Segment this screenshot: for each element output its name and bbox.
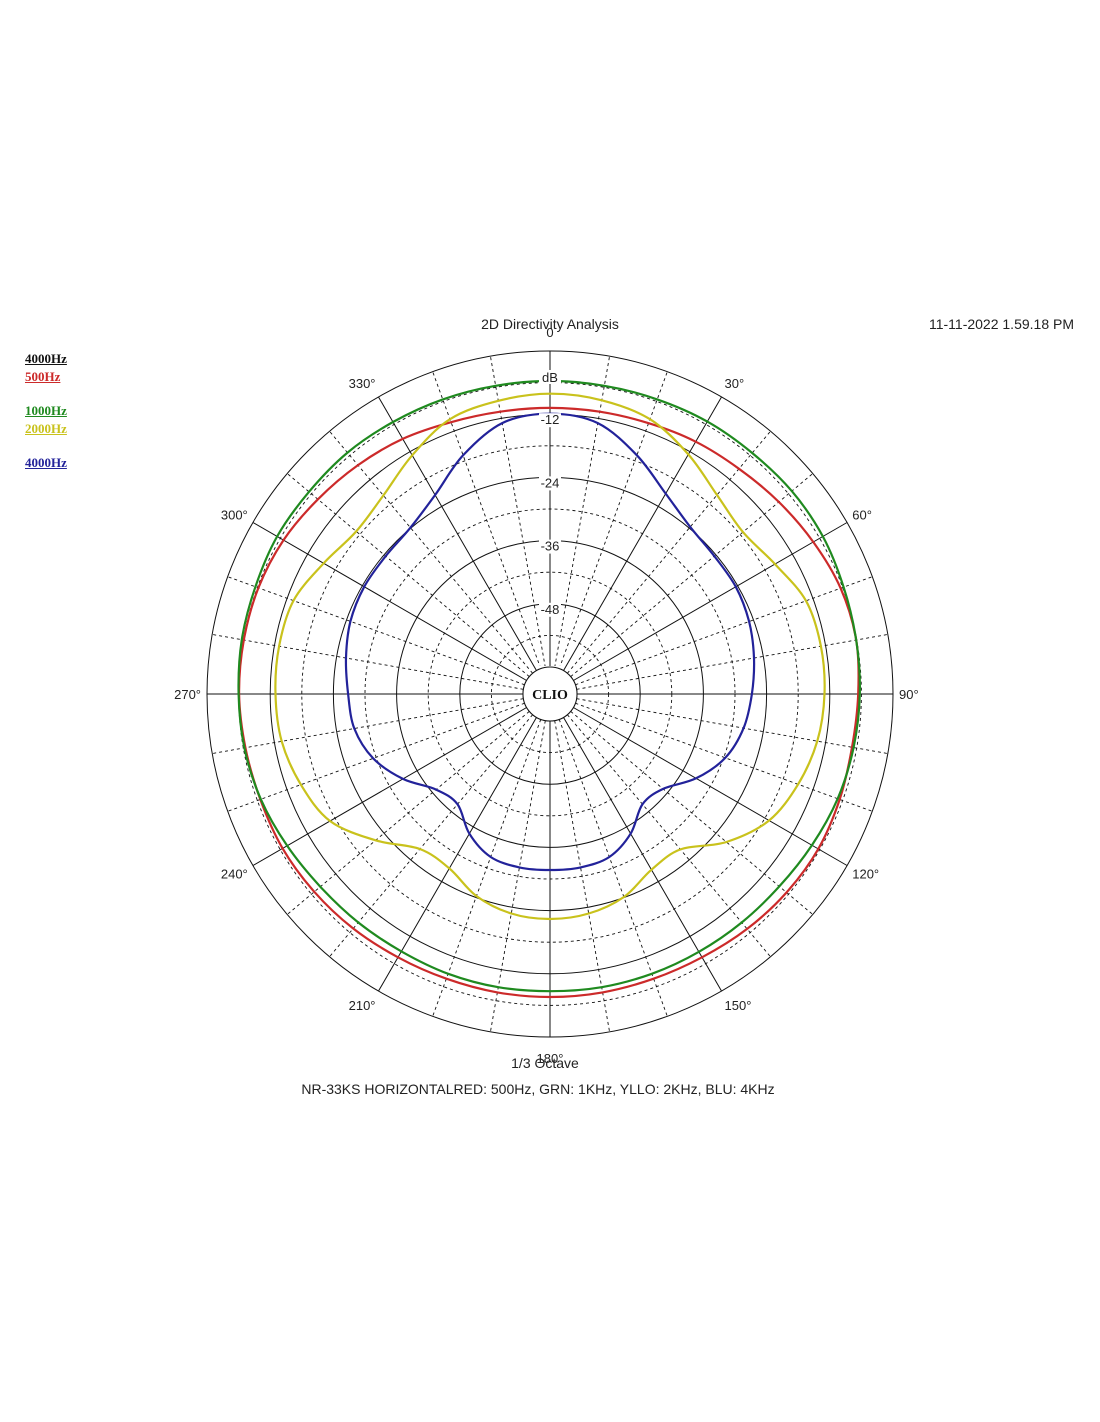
clio-logo-text: CLIO xyxy=(532,688,568,703)
angle-label: 90° xyxy=(899,687,919,702)
unit-label-bg xyxy=(539,370,561,384)
grid-spoke-minor xyxy=(432,371,542,669)
grid-spoke-major xyxy=(252,522,527,681)
chart-caption: NR-33KS HORIZONTALRED: 500Hz, GRN: 1KHz,… xyxy=(301,1081,774,1097)
clio-logo: CLIO xyxy=(522,666,578,722)
unit-label: dB xyxy=(542,370,558,385)
chart-title: 2D Directivity Analysis xyxy=(481,316,619,332)
grid-spoke-major xyxy=(563,396,722,671)
grid-spoke-major xyxy=(378,717,537,992)
grid-spoke-minor xyxy=(554,720,611,1032)
grid-spoke-minor xyxy=(554,356,611,668)
grid-spoke-minor xyxy=(576,698,888,755)
grid-spoke-minor xyxy=(212,633,524,690)
chart-subtitle: 1/3 Octave xyxy=(511,1055,579,1071)
radial-tick-label: -12 xyxy=(541,412,560,427)
grid-spoke-minor xyxy=(558,371,668,669)
grid-spoke-minor xyxy=(227,576,525,686)
angle-label: 300° xyxy=(221,508,248,523)
grid-spoke-minor xyxy=(329,430,533,674)
radial-tick-label: -36 xyxy=(541,539,560,554)
angle-label: 60° xyxy=(852,508,872,523)
grid-spoke-minor xyxy=(570,473,814,677)
radial-tick-label: -48 xyxy=(541,602,560,617)
angle-label: 180° xyxy=(537,1051,564,1066)
grid-spoke-minor xyxy=(286,473,530,677)
grid-spoke-major xyxy=(573,522,848,681)
series-layer xyxy=(237,379,861,999)
series-line-2000hz xyxy=(274,392,826,921)
grid-spoke-minor xyxy=(575,702,873,812)
grid-spoke-minor xyxy=(286,711,530,915)
legend-item-1000hz: 1000Hz xyxy=(25,403,67,418)
angle-label: 30° xyxy=(725,376,745,391)
angle-label: 150° xyxy=(725,998,752,1013)
grid-spoke-major xyxy=(563,717,722,992)
grid-spoke-minor xyxy=(227,702,525,812)
legend-item-4000hz: 4000Hz xyxy=(25,455,67,470)
grid-spoke-major xyxy=(573,707,848,866)
legend-item-500hz: 500Hz xyxy=(25,369,61,384)
grid-spoke-major xyxy=(378,396,537,671)
radial-tick-label: -24 xyxy=(541,475,560,490)
legend-item-2000hz: 2000Hz xyxy=(25,421,67,436)
grid-spoke-minor xyxy=(575,576,873,686)
grid-spoke-minor xyxy=(570,711,814,915)
grid-spoke-minor xyxy=(558,719,668,1017)
angle-label: 120° xyxy=(852,867,879,882)
grid-spoke-minor xyxy=(329,714,533,958)
angle-label: 0 xyxy=(546,325,553,340)
angle-label: 330° xyxy=(349,376,376,391)
radial-label-bg xyxy=(539,602,561,617)
radial-label-bg xyxy=(539,413,561,428)
grid-spoke-minor xyxy=(576,633,888,690)
series-line-4000hz xyxy=(344,412,756,872)
grid-spoke-minor xyxy=(432,719,542,1017)
angle-label: 240° xyxy=(221,867,248,882)
timestamp: 11-11-2022 1.59.18 PM xyxy=(929,316,1074,332)
radial-label-bg xyxy=(539,539,561,554)
grid-spoke-minor xyxy=(567,430,771,674)
grid-spoke-minor xyxy=(567,714,771,958)
grid-spoke-major xyxy=(252,707,527,866)
angle-label: 210° xyxy=(349,998,376,1013)
grid-spoke-minor xyxy=(489,720,546,1032)
angle-label: 270° xyxy=(174,687,201,702)
series-line-1000hz xyxy=(237,379,861,993)
series-line-500hz xyxy=(237,406,860,999)
grid-spoke-minor xyxy=(489,356,546,668)
legend: 4000Hz 500Hz 1000Hz 2000Hz 4000Hz xyxy=(25,350,67,472)
legend-item-4000hz-black: 4000Hz xyxy=(25,351,67,366)
grid-spoke-minor xyxy=(212,698,524,755)
radial-label-bg xyxy=(539,476,561,491)
